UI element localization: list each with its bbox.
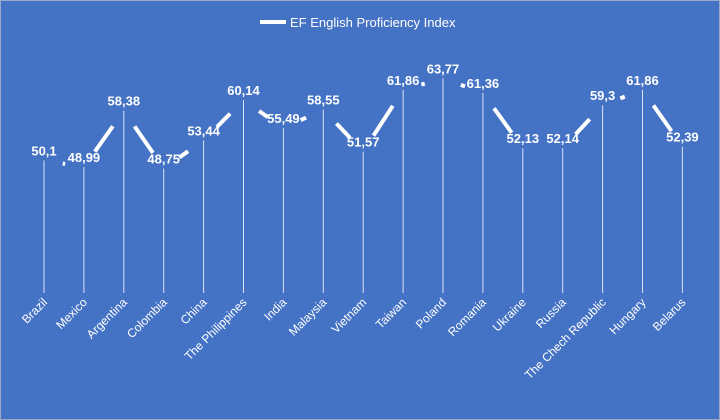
category-label: Ukraine	[490, 295, 529, 334]
category-label: Malaysia	[286, 295, 330, 339]
drop-lines	[43, 78, 683, 293]
data-label: 53,44	[187, 123, 220, 138]
category-label: India	[261, 295, 290, 324]
series-segment	[651, 104, 674, 133]
series-segment	[132, 125, 155, 155]
category-label: Vietnam	[328, 295, 369, 336]
category-label: Mexico	[53, 295, 90, 332]
category-label: Argentina	[84, 295, 130, 341]
data-label: 59,3	[590, 88, 615, 103]
data-label: 52,39	[666, 130, 699, 145]
data-label: 48,99	[68, 150, 101, 165]
data-label: 48,75	[147, 152, 180, 167]
data-label: 61,36	[467, 76, 500, 91]
category-label: Poland	[413, 295, 449, 331]
category-label: Hungary	[607, 295, 649, 337]
category-label: Romania	[445, 295, 489, 339]
data-label: 58,55	[307, 93, 340, 108]
data-label: 51,57	[347, 135, 380, 150]
series-segment	[299, 115, 307, 122]
data-label: 55,49	[267, 111, 300, 126]
series-line	[62, 81, 674, 166]
data-label: 60,14	[227, 83, 260, 98]
series-segment	[93, 125, 115, 153]
series-segment	[492, 107, 514, 134]
series-segment	[619, 94, 626, 101]
data-label: 61,86	[626, 73, 659, 88]
legend: EF English Proficiency Index	[260, 15, 456, 30]
legend-label: EF English Proficiency Index	[290, 15, 456, 30]
category-label: Taiwan	[373, 295, 409, 331]
category-label: Russia	[533, 295, 569, 331]
category-label: Colombia	[124, 295, 170, 341]
category-label: Belarus	[650, 295, 689, 334]
series-segment	[371, 104, 395, 137]
series-segment	[257, 109, 269, 119]
series-segment	[178, 149, 190, 160]
data-label: 52,13	[507, 131, 540, 146]
data-label: 50,1	[31, 143, 56, 158]
series-segment	[215, 112, 232, 129]
data-label: 63,77	[427, 61, 460, 76]
series-segment	[460, 82, 466, 89]
category-label: China	[178, 295, 210, 327]
data-label: 61,86	[387, 73, 420, 88]
category-label: Brazil	[19, 295, 50, 326]
data-labels: 50,1 48,99 58,38 48,75 53,44 60,14 55,49 58,55 5…	[31, 61, 698, 166]
series-segment	[574, 117, 592, 136]
series-segment	[420, 81, 426, 87]
data-label: 52,14	[546, 131, 579, 146]
data-label: 58,38	[108, 94, 141, 109]
series-segment	[334, 122, 352, 140]
